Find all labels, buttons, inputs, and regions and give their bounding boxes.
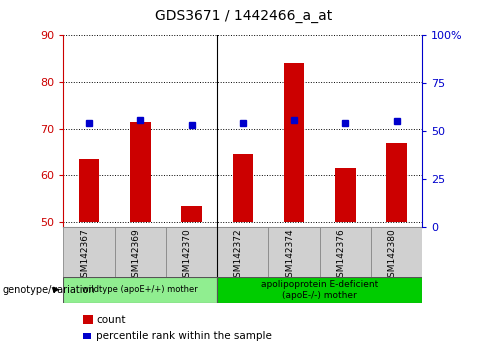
Bar: [63, 277, 217, 303]
Bar: [79, 159, 100, 222]
Text: wildtype (apoE+/+) mother: wildtype (apoE+/+) mother: [82, 285, 198, 295]
Text: apolipoprotein E-deficient
(apoE-/-) mother: apolipoprotein E-deficient (apoE-/-) mot…: [261, 280, 378, 300]
Text: percentile rank within the sample: percentile rank within the sample: [96, 331, 272, 341]
Bar: [371, 227, 422, 278]
Text: count: count: [96, 315, 125, 325]
Bar: [63, 227, 115, 278]
Text: GDS3671 / 1442466_a_at: GDS3671 / 1442466_a_at: [155, 9, 333, 23]
Bar: [130, 122, 151, 222]
Text: GSM142376: GSM142376: [336, 229, 346, 283]
Bar: [284, 63, 305, 222]
Text: GSM142367: GSM142367: [80, 229, 89, 283]
Text: genotype/variation: genotype/variation: [2, 285, 95, 295]
Bar: [217, 277, 422, 303]
Text: GSM142372: GSM142372: [234, 229, 243, 283]
Text: GSM142369: GSM142369: [131, 229, 141, 283]
Bar: [268, 227, 320, 278]
Bar: [335, 168, 356, 222]
Bar: [320, 227, 371, 278]
Bar: [233, 154, 253, 222]
Text: GSM142374: GSM142374: [285, 229, 294, 283]
Bar: [166, 227, 217, 278]
Text: GSM142370: GSM142370: [183, 229, 191, 283]
Bar: [386, 143, 407, 222]
Bar: [182, 206, 202, 222]
Bar: [217, 227, 268, 278]
Bar: [115, 227, 166, 278]
Text: GSM142380: GSM142380: [387, 229, 396, 283]
